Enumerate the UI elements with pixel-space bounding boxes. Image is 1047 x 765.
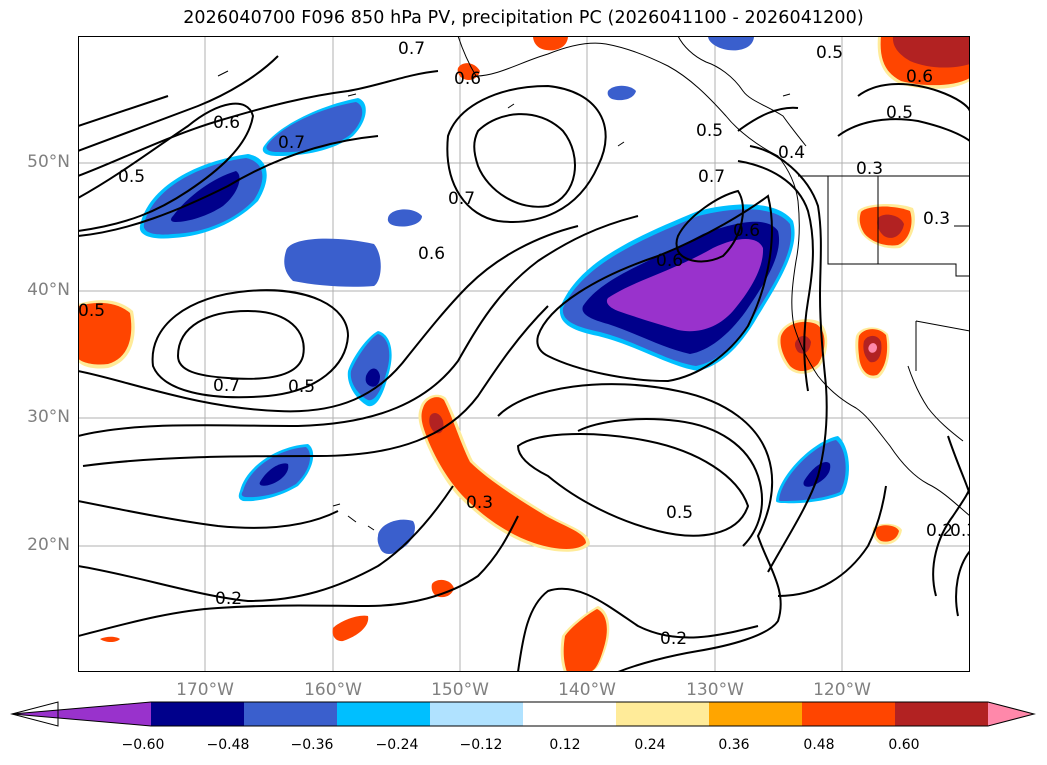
lon-label-130w: 130°W	[686, 680, 744, 700]
colorbar-segment	[895, 702, 989, 726]
contour-labels: 0.5 0.6 0.7 0.5 0.7 0.6 0.7 0.6 0.7 0.6 …	[78, 39, 970, 649]
political-borders	[798, 175, 970, 371]
colorbar-segment	[616, 702, 710, 726]
colorbar-segments	[11, 701, 1036, 727]
colorbar-outline	[11, 701, 1036, 727]
gridlines	[78, 36, 970, 672]
colorbar-segment	[337, 702, 431, 726]
colorbar-tick: −0.60	[121, 737, 165, 753]
contour-label: 0.7	[448, 189, 475, 209]
map-canvas: 0.5 0.6 0.7 0.5 0.7 0.6 0.7 0.6 0.7 0.6 …	[78, 36, 970, 672]
map-title: 2026040700 F096 850 hPa PV, precipitatio…	[183, 8, 864, 28]
lon-label-120w: 120°W	[813, 680, 871, 700]
contour-label: 0.6	[906, 67, 933, 87]
contour-label: 0.3	[466, 493, 493, 513]
contour-label: 0.5	[696, 121, 723, 141]
contour-label: 0.3	[856, 159, 883, 179]
contour-label: 0.5	[78, 301, 105, 321]
lat-label-20n: 20°N	[27, 535, 70, 555]
contour-label: 0.5	[288, 377, 315, 397]
colorbar-tick: −0.24	[375, 737, 419, 753]
colorbar-segment	[151, 702, 245, 726]
colorbar-tick: 0.12	[549, 737, 581, 753]
negative-precip-areas	[139, 36, 850, 554]
colorbar	[10, 701, 1036, 727]
contour-label: 0.5	[816, 43, 843, 63]
lat-label-40n: 40°N	[27, 280, 70, 300]
colorbar-tick: −0.12	[459, 737, 503, 753]
colorbar-tick: 0.36	[718, 737, 750, 753]
contour-label: 0.4	[778, 143, 805, 163]
colorbar-segment	[430, 702, 524, 726]
colorbar-extend-low	[12, 702, 151, 726]
colorbar-outline-left	[10, 701, 59, 727]
contour-label: 0.3	[923, 209, 950, 229]
colorbar-tick: 0.24	[634, 737, 666, 753]
lon-label-150w: 150°W	[431, 680, 489, 700]
contour-label: 0.7	[278, 133, 305, 153]
contour-label: 0.3	[950, 521, 970, 541]
colorbar-tick: −0.36	[290, 737, 334, 753]
contour-label: 0.5	[118, 167, 145, 187]
colorbar-tick: 0.48	[803, 737, 835, 753]
lon-label-160w: 160°W	[304, 680, 362, 700]
pv-contours	[78, 55, 970, 672]
lon-label-170w: 170°W	[176, 680, 234, 700]
contour-label: 0.6	[733, 221, 760, 241]
contour-label: 0.6	[454, 69, 481, 89]
contour-label: 0.2	[215, 589, 242, 609]
colorbar-segment	[523, 702, 617, 726]
colorbar-segment	[802, 702, 896, 726]
contour-label: 0.7	[698, 167, 725, 187]
contour-label: 0.5	[666, 503, 693, 523]
colorbar-segment	[244, 702, 338, 726]
lon-label-140w: 140°W	[558, 680, 616, 700]
colorbar-extend-high	[988, 702, 1034, 726]
contour-label: 0.7	[213, 376, 240, 396]
lat-label-50n: 50°N	[27, 152, 70, 172]
contour-label: 0.5	[886, 103, 913, 123]
map-panel: 0.5 0.6 0.7 0.5 0.7 0.6 0.7 0.6 0.7 0.6 …	[78, 36, 970, 672]
contour-label: 0.6	[213, 113, 240, 133]
contour-label: 0.2	[660, 629, 687, 649]
contour-label: 0.6	[418, 244, 445, 264]
contour-label: 0.2	[926, 521, 953, 541]
contour-label: 0.6	[656, 251, 683, 271]
contour-label: 0.7	[398, 39, 425, 59]
coastlines	[217, 36, 970, 531]
positive-precip-areas	[78, 36, 970, 672]
colorbar-tick: 0.60	[888, 737, 920, 753]
colorbar-segment	[709, 702, 803, 726]
lat-label-30n: 30°N	[27, 407, 70, 427]
colorbar-tick: −0.48	[206, 737, 250, 753]
